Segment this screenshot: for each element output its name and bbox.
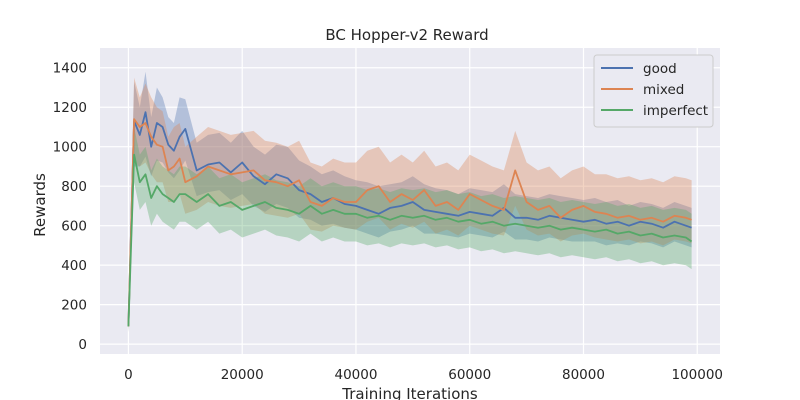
x-tick-label: 40000: [334, 367, 377, 383]
chart-title: BC Hopper-v2 Reward: [325, 26, 488, 44]
legend-label-good: good: [643, 61, 677, 77]
y-tick-label: 600: [61, 219, 87, 235]
x-tick-label: 100000: [671, 367, 723, 383]
legend-label-mixed: mixed: [643, 82, 684, 98]
x-tick-labels: 0 20000 40000 60000 80000 100000: [124, 367, 723, 383]
grid: [100, 48, 720, 354]
y-tick-label: 800: [61, 179, 87, 195]
y-tick-labels: 0 200 400 600 800 1000 1200 1400: [53, 61, 87, 353]
band-good: [128, 71, 692, 333]
band-imperfect: [128, 127, 692, 333]
confidence-bands: [128, 71, 692, 333]
y-tick-label: 1000: [53, 140, 87, 156]
legend-label-imperfect: imperfect: [643, 103, 708, 119]
x-tick-label: 0: [124, 367, 133, 383]
legend: good mixed imperfect: [593, 54, 714, 128]
x-tick-label: 20000: [221, 367, 264, 383]
x-tick-label: 60000: [448, 367, 491, 383]
y-tick-label: 1400: [53, 61, 87, 77]
y-tick-label: 400: [61, 258, 87, 274]
series-lines: [127, 111, 693, 327]
y-tick-label: 200: [61, 298, 87, 314]
line-imperfect: [127, 153, 693, 327]
y-tick-label: 0: [78, 337, 87, 353]
band-mixed: [128, 77, 692, 333]
line-good: [127, 111, 692, 327]
y-tick-label: 1200: [53, 100, 87, 116]
x-axis-label: Training Iterations: [341, 385, 478, 400]
y-axis-label: Rewards: [31, 173, 49, 237]
line-mixed: [127, 118, 692, 327]
x-tick-label: 80000: [562, 367, 605, 383]
